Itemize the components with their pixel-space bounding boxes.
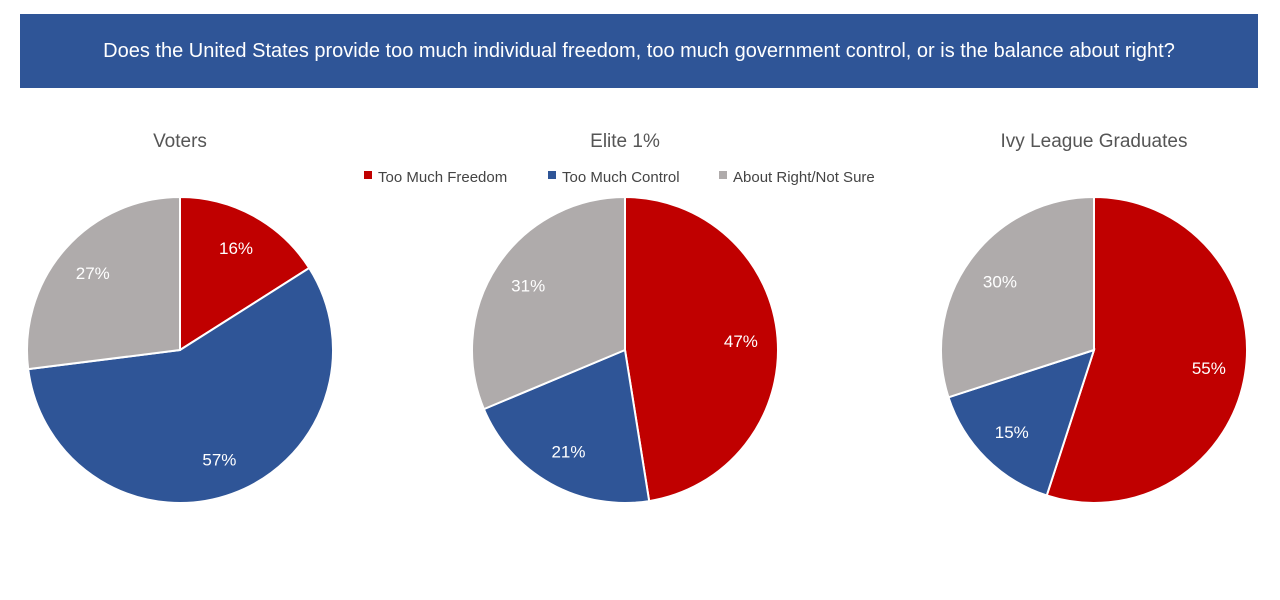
pie-title: Voters (153, 131, 207, 152)
pie-slice (27, 266, 334, 504)
legend-label-control: Too Much Control (562, 169, 680, 186)
data-label: 47% (724, 332, 758, 351)
data-label: 57% (202, 450, 236, 469)
pie-slice (26, 195, 181, 371)
data-label: 31% (511, 277, 545, 296)
data-label: 27% (76, 264, 110, 283)
pie-2: Ivy League Graduates 55% 15% 30% (940, 131, 1248, 504)
legend-swatch-about-right (719, 171, 727, 179)
legend-swatch-freedom (364, 171, 372, 179)
legend: Too Much Freedom Too Much Control About … (364, 169, 875, 186)
data-label: 15% (995, 423, 1029, 442)
data-label: 55% (1192, 359, 1226, 378)
data-label: 16% (219, 239, 253, 258)
legend-swatch-control (548, 171, 556, 179)
pie-slice (179, 195, 311, 352)
pie-1: Elite 1% 47% 21% 31% (471, 131, 779, 504)
legend-label-freedom: Too Much Freedom (378, 169, 507, 186)
data-label: 21% (551, 443, 585, 462)
data-label: 30% (983, 273, 1017, 292)
legend-label-about-right: About Right/Not Sure (733, 169, 875, 186)
pie-slice (624, 195, 779, 503)
pie-slice (1045, 195, 1248, 504)
pie-slice (471, 195, 626, 411)
pie-slice (482, 348, 651, 504)
pie-slice (940, 195, 1095, 399)
pie-title: Ivy League Graduates (1001, 131, 1188, 152)
pie-title: Elite 1% (590, 131, 660, 152)
question-banner: Does the United States provide too much … (20, 14, 1258, 88)
pie-0: Voters 16% 57% 27% (26, 131, 334, 504)
